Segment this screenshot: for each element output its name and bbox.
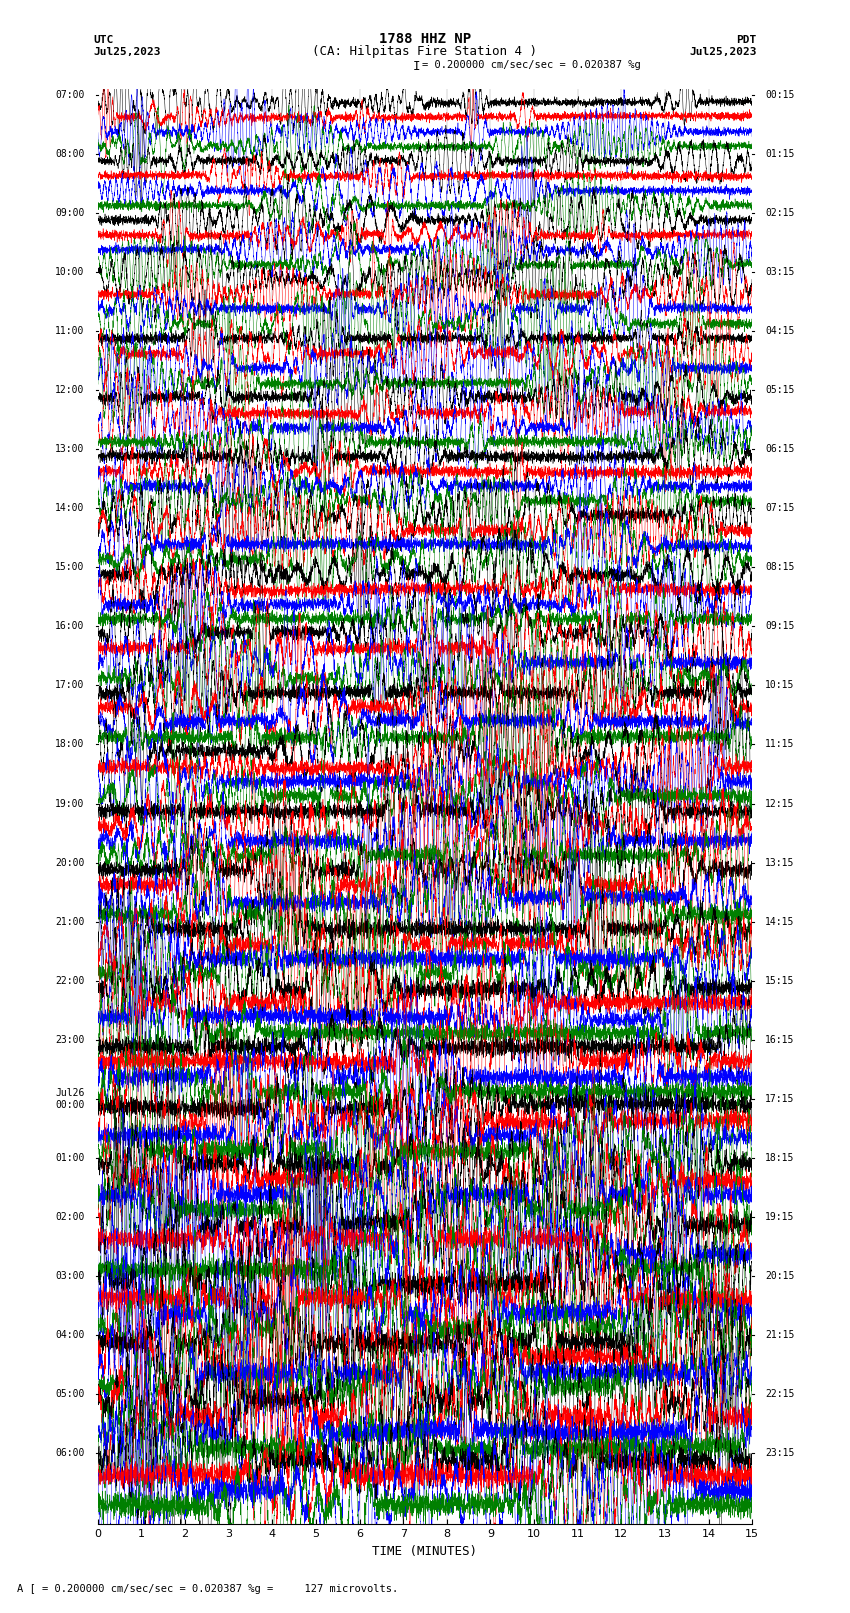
Text: 14:15: 14:15 [765,916,795,927]
Text: 08:00: 08:00 [55,148,85,158]
Text: 22:00: 22:00 [55,976,85,986]
Text: 14:00: 14:00 [55,503,85,513]
Text: 06:15: 06:15 [765,444,795,455]
Text: 03:00: 03:00 [55,1271,85,1281]
Text: 04:15: 04:15 [765,326,795,336]
Text: 01:00: 01:00 [55,1153,85,1163]
Text: 15:15: 15:15 [765,976,795,986]
Text: 17:15: 17:15 [765,1094,795,1103]
Text: 09:00: 09:00 [55,208,85,218]
Text: Jul25,2023: Jul25,2023 [94,47,161,56]
Text: 1788 HHZ NP: 1788 HHZ NP [379,32,471,47]
Text: 19:15: 19:15 [765,1211,795,1223]
Text: 10:15: 10:15 [765,681,795,690]
X-axis label: TIME (MINUTES): TIME (MINUTES) [372,1545,478,1558]
Text: 12:15: 12:15 [765,798,795,808]
Text: 11:00: 11:00 [55,326,85,336]
Text: I: I [413,60,420,73]
Text: 11:15: 11:15 [765,739,795,750]
Text: 19:00: 19:00 [55,798,85,808]
Text: 13:00: 13:00 [55,444,85,455]
Text: 21:00: 21:00 [55,916,85,927]
Text: (CA: Hilpitas Fire Station 4 ): (CA: Hilpitas Fire Station 4 ) [313,45,537,58]
Text: 13:15: 13:15 [765,858,795,868]
Text: UTC: UTC [94,35,114,45]
Text: 08:15: 08:15 [765,563,795,573]
Text: PDT: PDT [736,35,756,45]
Text: 06:00: 06:00 [55,1448,85,1458]
Text: 05:00: 05:00 [55,1389,85,1400]
Text: A [ = 0.200000 cm/sec/sec = 0.020387 %g =     127 microvolts.: A [ = 0.200000 cm/sec/sec = 0.020387 %g … [17,1584,399,1594]
Text: 18:00: 18:00 [55,739,85,750]
Text: 10:00: 10:00 [55,266,85,277]
Text: 07:00: 07:00 [55,90,85,100]
Text: 16:15: 16:15 [765,1036,795,1045]
Text: 21:15: 21:15 [765,1331,795,1340]
Text: 03:15: 03:15 [765,266,795,277]
Text: 12:00: 12:00 [55,386,85,395]
Text: 22:15: 22:15 [765,1389,795,1400]
Text: 17:00: 17:00 [55,681,85,690]
Text: 18:15: 18:15 [765,1153,795,1163]
Text: 00:15: 00:15 [765,90,795,100]
Text: 04:00: 04:00 [55,1331,85,1340]
Text: 07:15: 07:15 [765,503,795,513]
Text: 09:15: 09:15 [765,621,795,631]
Text: 23:15: 23:15 [765,1448,795,1458]
Text: 05:15: 05:15 [765,386,795,395]
Text: = 0.200000 cm/sec/sec = 0.020387 %g: = 0.200000 cm/sec/sec = 0.020387 %g [422,60,641,69]
Text: 15:00: 15:00 [55,563,85,573]
Text: 02:00: 02:00 [55,1211,85,1223]
Text: 20:15: 20:15 [765,1271,795,1281]
Text: 20:00: 20:00 [55,858,85,868]
Text: 23:00: 23:00 [55,1036,85,1045]
Text: 02:15: 02:15 [765,208,795,218]
Text: 01:15: 01:15 [765,148,795,158]
Text: Jul25,2023: Jul25,2023 [689,47,756,56]
Text: 16:00: 16:00 [55,621,85,631]
Text: Jul26
00:00: Jul26 00:00 [55,1089,85,1110]
